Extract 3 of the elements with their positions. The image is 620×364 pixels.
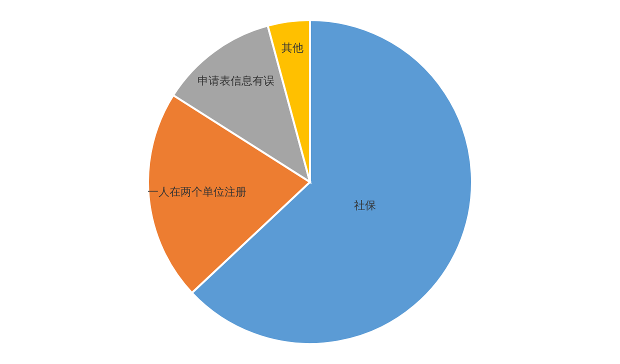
slice-label: 申请表信息有误 xyxy=(197,74,274,88)
slice-label: 其他 xyxy=(281,42,304,55)
slice-label: 社保 xyxy=(354,198,376,212)
